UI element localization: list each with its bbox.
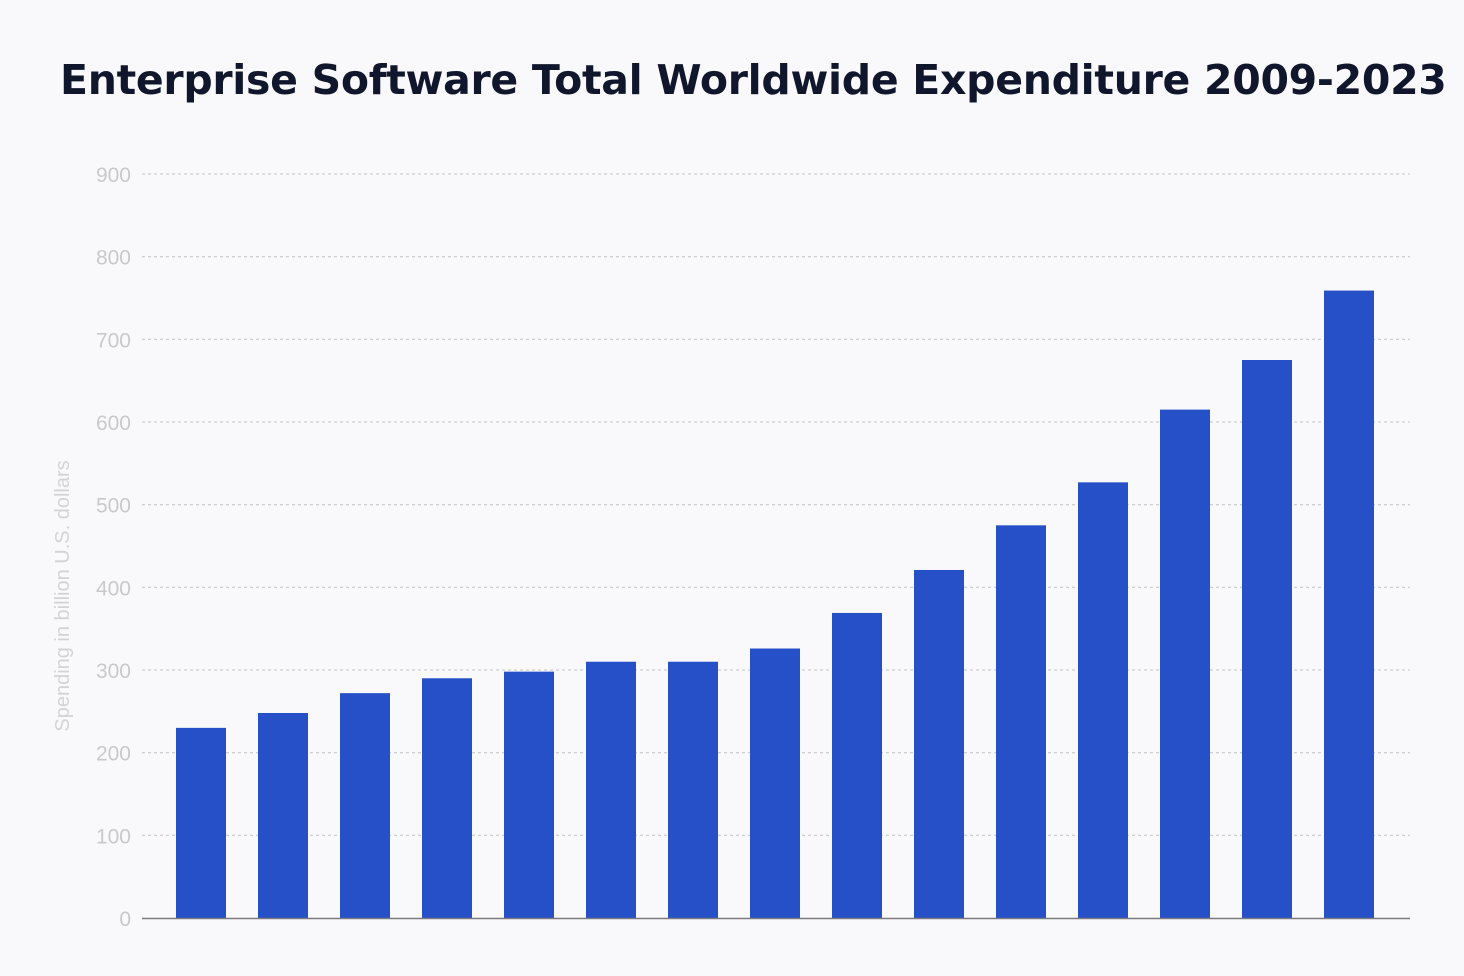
y-tick-label: 800 — [96, 247, 131, 270]
bar-2014[interactable] — [586, 661, 636, 918]
y-tick-label: 900 — [96, 164, 131, 187]
bar-2009[interactable] — [176, 727, 226, 918]
bar-2013[interactable] — [504, 671, 554, 918]
y-axis-ticks: 0 100 200 300 400 500 600 700 800 900 — [96, 164, 131, 931]
bar-2023[interactable] — [1324, 290, 1374, 918]
chart-title: Enterprise Software Total Worldwide Expe… — [60, 56, 1447, 104]
y-tick-label: 0 — [119, 908, 131, 931]
y-tick-label: 600 — [96, 412, 131, 435]
y-axis-label: Spending in billion U.S. dollars — [52, 460, 74, 731]
bars — [176, 290, 1374, 918]
bar-2019[interactable] — [996, 525, 1046, 918]
bar-2017[interactable] — [832, 612, 882, 918]
bar-2015[interactable] — [668, 661, 718, 918]
y-tick-label: 400 — [96, 577, 131, 600]
bar-2011[interactable] — [340, 693, 390, 918]
y-tick-label: 300 — [96, 660, 131, 683]
bar-2020[interactable] — [1078, 482, 1128, 918]
bar-2022[interactable] — [1242, 360, 1292, 918]
y-tick-label: 500 — [96, 495, 131, 518]
bar-2010[interactable] — [258, 712, 308, 918]
y-tick-label: 200 — [96, 743, 131, 766]
bar-2016[interactable] — [750, 648, 800, 918]
y-tick-label: 700 — [96, 329, 131, 352]
bar-2021[interactable] — [1160, 409, 1210, 918]
y-tick-label: 100 — [96, 825, 131, 848]
bar-2012[interactable] — [422, 678, 472, 918]
bar-2018[interactable] — [914, 569, 964, 918]
